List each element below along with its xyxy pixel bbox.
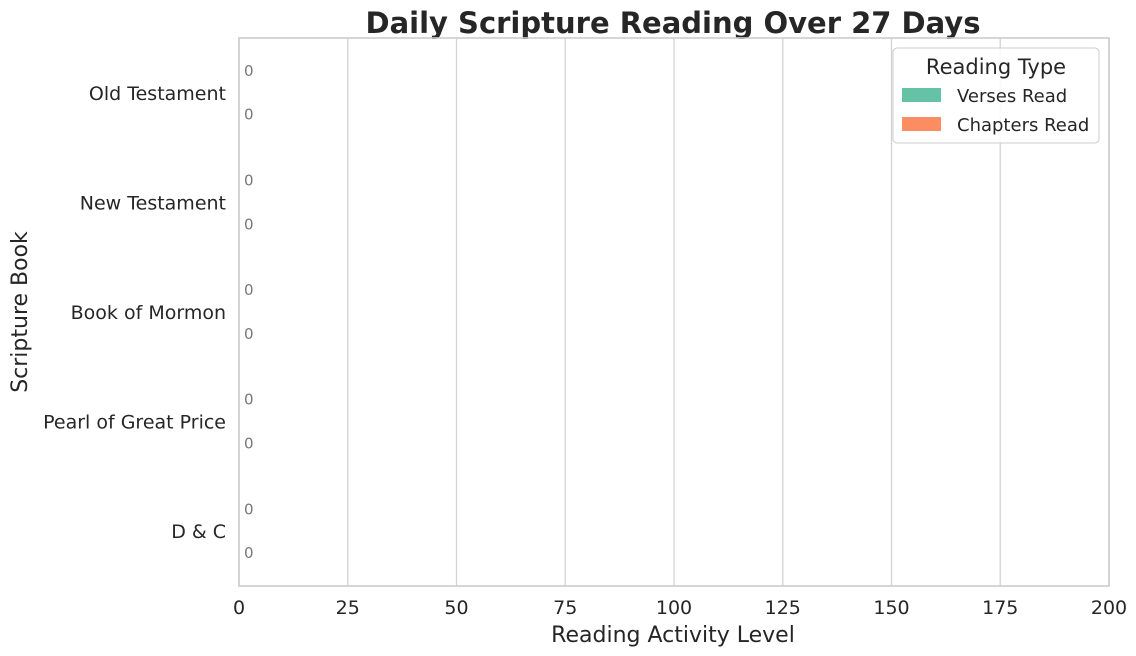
y-tick-labels: Old Testament New Testament Book of Mormon… xyxy=(43,83,226,543)
x-tick-label: 0 xyxy=(233,597,245,619)
y-tick-label: D & C xyxy=(171,521,226,543)
x-tick-label: 175 xyxy=(982,597,1018,619)
x-tick-label: 200 xyxy=(1091,597,1127,619)
legend-box xyxy=(892,47,1100,144)
data-label: 0 xyxy=(244,281,254,299)
chart-title: Daily Scripture Reading Over 27 Days xyxy=(366,6,981,40)
data-label: 0 xyxy=(244,171,254,189)
x-tick-label: 100 xyxy=(656,597,692,619)
plot-frame xyxy=(238,37,1110,587)
y-tick-label: Old Testament xyxy=(89,83,226,105)
data-label: 0 xyxy=(244,391,254,409)
legend-swatch xyxy=(902,117,941,131)
data-label: 0 xyxy=(244,215,254,233)
legend-title: Reading Type xyxy=(926,55,1066,79)
data-labels: 0 0 0 0 0 0 0 0 0 0 xyxy=(244,62,254,562)
data-label: 0 xyxy=(244,544,254,562)
x-axis-label: Reading Activity Level xyxy=(551,623,795,648)
data-label: 0 xyxy=(244,106,254,124)
legend-items: Verses Read Chapters Read xyxy=(902,86,1089,136)
legend-label: Chapters Read xyxy=(957,115,1089,136)
data-label: 0 xyxy=(244,500,254,518)
y-tick-label: Pearl of Great Price xyxy=(43,412,226,434)
data-label: 0 xyxy=(244,325,254,343)
x-tick-label: 125 xyxy=(765,597,801,619)
legend: Reading Type Verses Read Chapters Read xyxy=(892,47,1100,144)
x-tick-label: 25 xyxy=(336,597,360,619)
data-label: 0 xyxy=(244,62,254,80)
y-tick-label: Book of Mormon xyxy=(71,302,226,324)
x-tick-label: 75 xyxy=(553,597,577,619)
data-label: 0 xyxy=(244,435,254,453)
x-tick-label: 150 xyxy=(873,597,909,619)
legend-swatch xyxy=(902,88,941,102)
y-tick-label: New Testament xyxy=(80,192,226,214)
x-tick-label: 50 xyxy=(444,597,468,619)
x-tick-labels: 0 25 50 75 100 125 150 175 200 xyxy=(233,597,1127,619)
legend-label: Verses Read xyxy=(957,86,1067,107)
y-axis-label: Scripture Book xyxy=(8,231,33,393)
